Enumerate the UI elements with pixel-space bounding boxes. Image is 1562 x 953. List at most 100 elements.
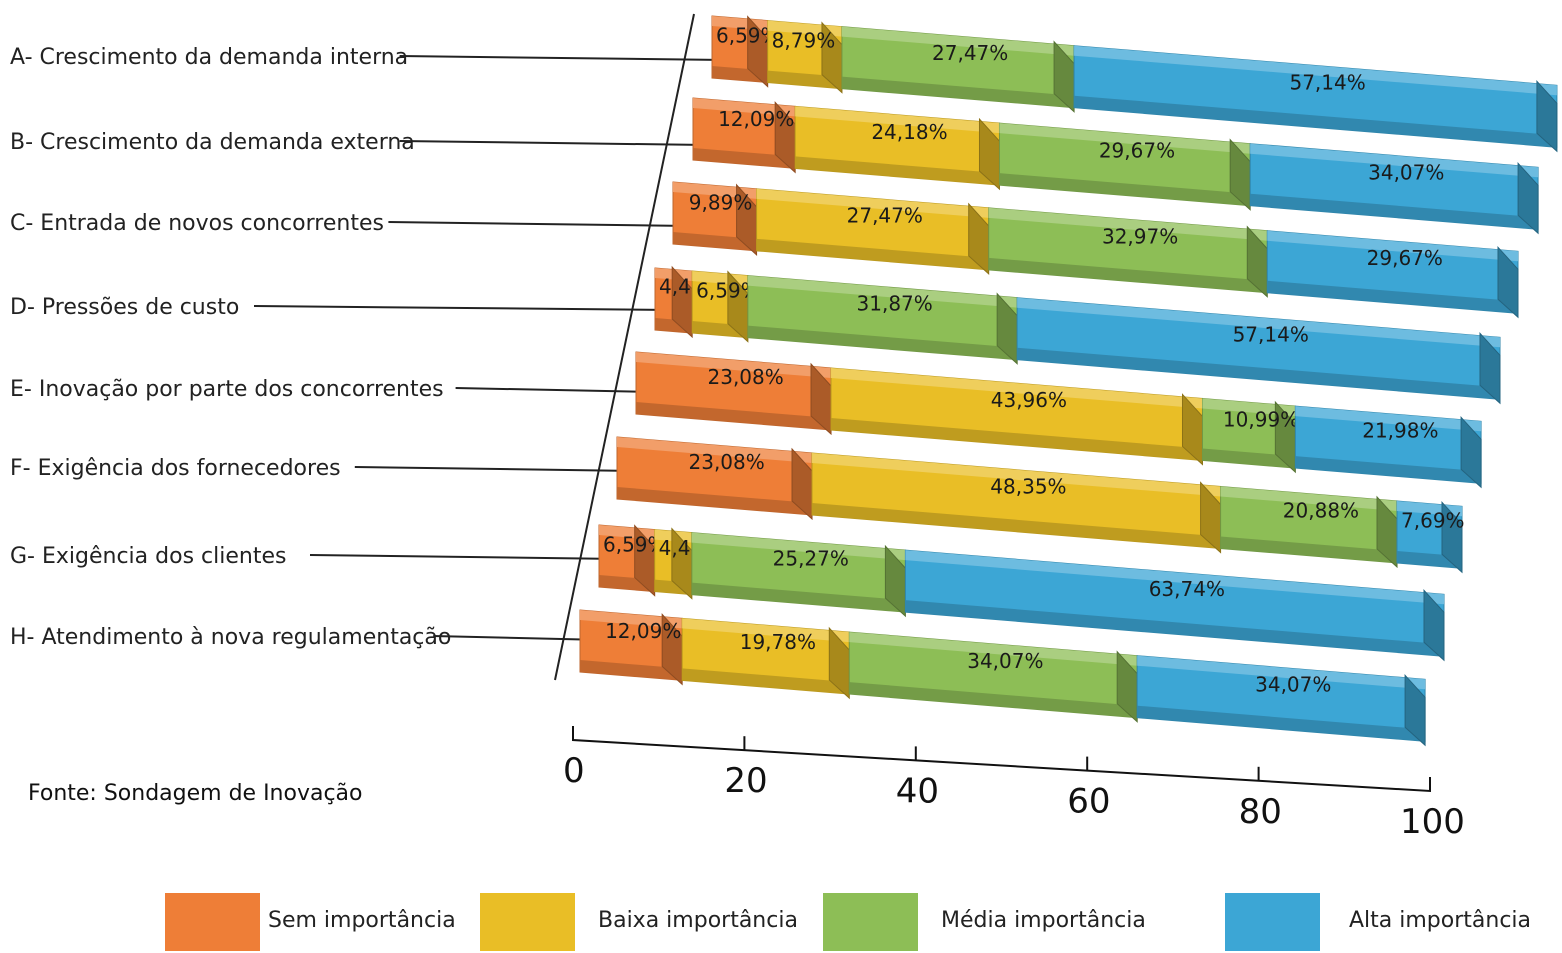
bar-row: 6,59%8,79%27,47%57,14% xyxy=(711,15,1558,153)
x-tick-label: 0 xyxy=(563,751,585,791)
bar-segment: 6,59% xyxy=(691,270,760,343)
data-label: 63,74% xyxy=(1149,577,1225,601)
data-label: 21,98% xyxy=(1362,419,1438,443)
bar-segment: 12,09% xyxy=(579,609,683,686)
bar-segment: 23,08% xyxy=(635,351,832,436)
legend-item: Baixa importância xyxy=(480,893,798,951)
bar-segment: 43,96% xyxy=(830,367,1203,466)
data-label: 12,09% xyxy=(605,619,681,643)
legend-swatch xyxy=(165,893,260,951)
legend-swatch xyxy=(1225,893,1320,951)
category-label: C- Entrada de novos concorrentes xyxy=(10,211,384,236)
bar-segment: 29,67% xyxy=(998,122,1251,211)
x-tick-label: 100 xyxy=(1400,802,1465,842)
data-label: 20,88% xyxy=(1283,499,1359,523)
leader-line xyxy=(455,387,656,393)
bar-segment: 27,47% xyxy=(756,188,990,276)
category-label: B- Crescimento da demanda externa xyxy=(10,130,415,155)
bar-segment: 6,59% xyxy=(598,524,667,597)
bar-segment: 25,27% xyxy=(691,532,906,618)
x-tick-label: 20 xyxy=(724,761,767,801)
bar-segment: 24,18% xyxy=(794,105,1000,191)
legend-label: Sem importância xyxy=(268,908,456,933)
bars: 6,59% 8,79% 27,47% 57,14% 12,09% 24,18% 29,67%… xyxy=(579,15,1558,747)
bar-segment: 32,97% xyxy=(988,207,1268,298)
bar-segment: 34,07% xyxy=(848,631,1138,723)
data-label: 32,97% xyxy=(1102,224,1178,248)
bar-segment: 34,07% xyxy=(1249,143,1539,235)
data-label: 23,08% xyxy=(689,450,765,474)
category-label: D- Pressões de custo xyxy=(10,295,239,320)
leader-line xyxy=(399,55,726,61)
data-label: 23,08% xyxy=(708,365,784,389)
category-leader-lines xyxy=(253,55,726,641)
data-label: 29,67% xyxy=(1099,138,1175,162)
category-labels: A- Crescimento da demanda interna B- Cres… xyxy=(10,45,451,650)
bar-segment: 12,09% xyxy=(692,97,796,174)
bar-segment: 9,89% xyxy=(672,181,758,256)
data-label: 7,69% xyxy=(1401,509,1465,533)
legend: Sem importância Baixa importância Média im… xyxy=(165,893,1531,951)
bar-segment: 29,67% xyxy=(1266,230,1519,319)
bar-row: 4,40%6,59% 31,87% 57,14% xyxy=(654,265,1501,405)
x-tick-label: 80 xyxy=(1239,792,1282,832)
x-axis: 0 20 40 60 80 100 xyxy=(563,726,1465,842)
bar-row: 23,08% 48,35% 20,88% 7,69% xyxy=(616,436,1465,574)
bar-segment: 7,69% xyxy=(1396,500,1465,574)
data-label: 27,47% xyxy=(932,41,1008,65)
bar-segment: 31,87% xyxy=(747,275,1018,365)
bar-row: 12,09% 24,18% 29,67% 34,07% xyxy=(692,97,1539,235)
x-tick-label: 40 xyxy=(896,771,939,811)
source-note: Fonte: Sondagem de Inovação xyxy=(28,781,363,806)
leader-line xyxy=(433,635,605,641)
bar-segment: 63,74% xyxy=(904,549,1445,662)
legend-item: Sem importância xyxy=(165,893,456,951)
data-label: 24,18% xyxy=(871,120,947,144)
data-label: 48,35% xyxy=(990,475,1066,499)
data-label: 34,07% xyxy=(1255,672,1331,696)
data-label: 29,67% xyxy=(1367,246,1443,270)
legend-label: Alta importância xyxy=(1349,908,1531,933)
category-axis-line xyxy=(554,13,695,681)
legend-swatch xyxy=(823,893,918,951)
leader-line xyxy=(388,221,691,227)
bar-row: 23,08% 43,96% 10,99% 21,98% xyxy=(635,351,1482,489)
bar-segment: 21,98% xyxy=(1294,405,1482,489)
x-axis-line xyxy=(572,726,1431,793)
leader-line xyxy=(399,140,708,146)
leader-line xyxy=(253,305,674,311)
category-label: F- Exigência dos fornecedores xyxy=(10,456,341,481)
bar-segment: 27,47% xyxy=(841,26,1075,113)
bar-segment: 19,78% xyxy=(681,617,850,700)
data-label: 25,27% xyxy=(773,546,849,570)
bar-segment: 4,40% xyxy=(654,265,723,339)
data-label: 34,07% xyxy=(967,649,1043,673)
legend-label: Média importância xyxy=(941,908,1146,933)
bar-segment: 57,14% xyxy=(1073,45,1558,153)
data-label: 9,89% xyxy=(689,190,753,214)
legend-swatch xyxy=(480,893,575,951)
data-label: 57,14% xyxy=(1233,322,1309,346)
category-label: A- Crescimento da demanda interna xyxy=(10,45,408,70)
data-label: 27,47% xyxy=(847,203,923,227)
bar-segment: 48,35% xyxy=(811,452,1222,554)
data-label: 34,07% xyxy=(1368,160,1444,184)
data-label: 43,96% xyxy=(991,388,1067,412)
leader-line xyxy=(354,466,640,472)
legend-item: Média importância xyxy=(823,893,1146,951)
bar-segment: 10,99% xyxy=(1201,397,1299,474)
data-label: 57,14% xyxy=(1289,70,1365,94)
bar-row: 9,89% 27,47% 32,97% 29,67% xyxy=(672,181,1519,319)
data-label: 8,79% xyxy=(772,29,836,53)
bar-segment: 20,88% xyxy=(1220,485,1398,569)
category-label: E- Inovação por parte dos concorrentes xyxy=(10,377,444,402)
bar-segment: 57,14% xyxy=(1016,297,1501,405)
bar-segment: 23,08% xyxy=(616,436,813,521)
legend-label: Baixa importância xyxy=(598,908,798,933)
bar-row: 12,09% 19,78% 34,07% 34,07% xyxy=(579,609,1426,747)
bar-row: 6,59%4,40% 25,27% 63,74% xyxy=(598,524,1445,662)
category-label: H- Atendimento à nova regulamentação xyxy=(10,625,451,650)
data-label: 10,99% xyxy=(1223,407,1299,431)
category-label: G- Exigência dos clientes xyxy=(10,544,286,569)
